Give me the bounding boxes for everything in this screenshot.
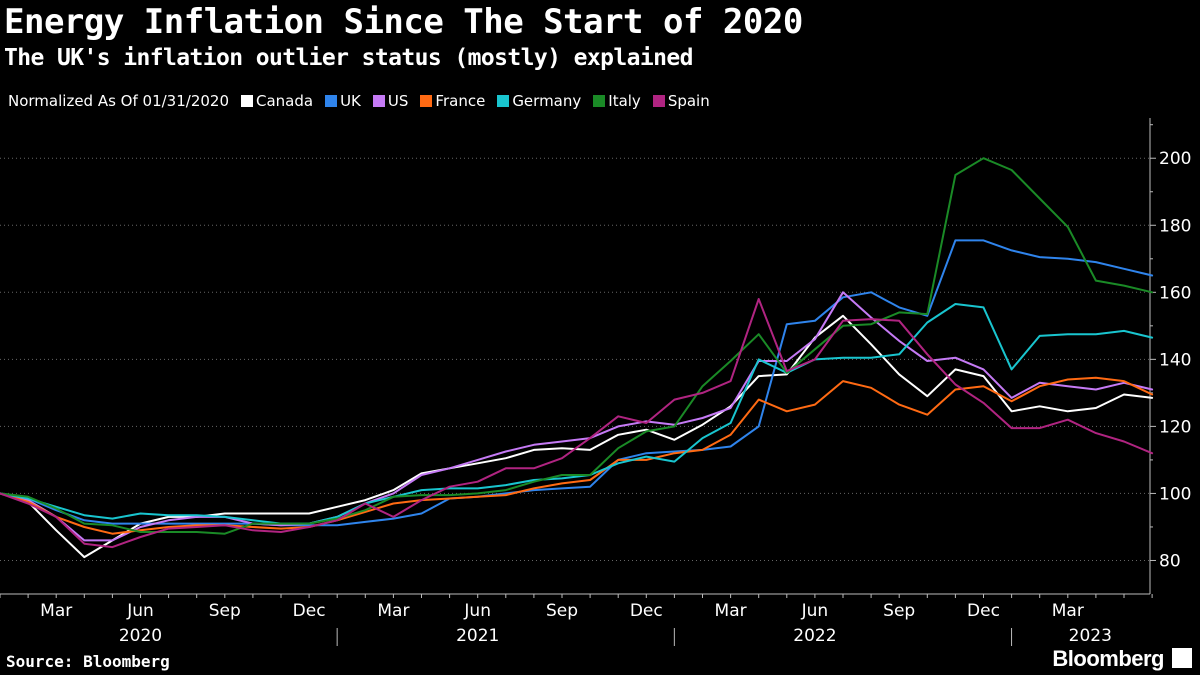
y-tick-label: 100 xyxy=(1159,484,1191,504)
tick-labels: 80 100 120 140 160 180 200 Mar Jun Sep Dec Mar Jun Se… xyxy=(40,149,1191,646)
legend-swatch xyxy=(497,95,510,107)
y-tick-label: 160 xyxy=(1159,283,1191,303)
x-year-label: 2021 xyxy=(456,626,499,646)
x-year-label: 2022 xyxy=(793,626,836,646)
series-line-spain xyxy=(0,298,1154,549)
legend-label: Canada xyxy=(256,92,314,110)
x-year-label: 2023 xyxy=(1069,626,1112,646)
legend-item-spain: Spain xyxy=(652,92,710,110)
legend-swatch xyxy=(325,95,338,107)
series-line-canada xyxy=(0,314,1154,559)
legend-label: Germany xyxy=(512,92,582,110)
legend-label: UK xyxy=(340,92,361,110)
y-tick-label: 120 xyxy=(1159,417,1191,437)
legend-label: Spain xyxy=(667,92,710,110)
y-tick-label: 80 xyxy=(1159,551,1181,571)
chart-subtitle: The UK's inflation outlier status (mostl… xyxy=(4,45,693,71)
legend-item-italy: Italy xyxy=(593,92,641,110)
series-line-italy xyxy=(0,157,1154,535)
chart-title: Energy Inflation Since The Start of 2020 xyxy=(4,2,803,42)
bloomberg-logo: Bloomberg xyxy=(1052,646,1164,671)
x-year-label: 2020 xyxy=(119,626,162,646)
x-tick-label: Dec xyxy=(293,601,326,621)
series-line-us xyxy=(0,291,1154,542)
legend-item-canada: Canada xyxy=(241,92,313,110)
legend-swatch xyxy=(593,95,606,107)
bloomberg-logo-icon xyxy=(1172,648,1192,668)
x-tick-label: Sep xyxy=(883,601,915,621)
y-tick-label: 140 xyxy=(1159,350,1191,370)
x-tick-label: Dec xyxy=(630,601,663,621)
x-tick-label: Jun xyxy=(463,601,491,621)
source-note: Source: Bloomberg xyxy=(6,652,170,671)
legend-swatch xyxy=(420,95,433,107)
x-tick-label: Sep xyxy=(209,601,241,621)
series-line-germany xyxy=(0,303,1154,525)
legend-label: Italy xyxy=(608,92,641,110)
legend-note: Normalized As Of 01/31/2020 xyxy=(8,92,229,110)
x-tick-label: Sep xyxy=(546,601,578,621)
axes xyxy=(0,118,1156,646)
y-tick-label: 200 xyxy=(1159,149,1191,169)
grid-lines xyxy=(0,157,1150,561)
x-tick-label: Jun xyxy=(801,601,829,621)
legend: Normalized As Of 01/31/2020 Canada UK US… xyxy=(8,90,710,112)
x-tick-label: Mar xyxy=(40,601,72,621)
legend-swatch xyxy=(652,95,665,107)
x-tick-label: Dec xyxy=(967,601,1000,621)
x-tick-label: Mar xyxy=(1052,601,1084,621)
x-tick-label: Jun xyxy=(126,601,154,621)
x-tick-label: Mar xyxy=(715,601,747,621)
series-lines xyxy=(0,157,1154,559)
series-line-uk xyxy=(0,239,1154,527)
legend-swatch xyxy=(372,95,385,107)
legend-item-germany: Germany xyxy=(497,92,581,110)
legend-label: US xyxy=(387,92,409,110)
legend-item-uk: UK xyxy=(325,92,361,110)
series-line-france xyxy=(0,376,1154,535)
legend-item-us: US xyxy=(372,92,409,110)
legend-item-france: France xyxy=(420,92,485,110)
legend-label: France xyxy=(435,92,486,110)
y-tick-label: 180 xyxy=(1159,216,1191,236)
legend-swatch xyxy=(241,95,253,107)
x-tick-label: Mar xyxy=(377,601,409,621)
